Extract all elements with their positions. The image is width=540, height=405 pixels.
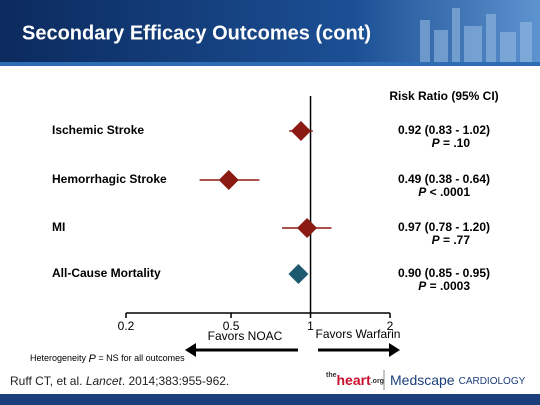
footer-bar	[0, 394, 540, 405]
slide-title: Secondary Efficacy Outcomes (cont)	[22, 22, 371, 44]
logo-section: CARDIOLOGY	[459, 376, 526, 387]
row-label: MI	[52, 220, 65, 234]
citation-authors: Ruff CT, et al.	[10, 374, 86, 388]
right-arrowhead	[389, 343, 400, 357]
left-arrowhead	[185, 343, 196, 357]
skyline	[420, 8, 532, 62]
x-tick-label: 0.2	[118, 319, 135, 333]
x-tick-label: 1	[307, 319, 314, 333]
x-tick-label: 2	[387, 319, 394, 333]
point-estimate	[288, 264, 309, 284]
header-bar	[0, 0, 540, 62]
estimate-label: 0.97 (0.78 - 1.20)	[398, 220, 490, 234]
right-arrow-label: Favors Warfarin	[316, 327, 401, 341]
citation: Ruff CT, et al. Lancet. 2014;383:955-962…	[10, 374, 229, 388]
p-value-label: P = .10	[432, 136, 471, 150]
p-value-label: P = .77	[432, 233, 471, 247]
footnote: Heterogeneity P = NS for all outcomes	[30, 353, 185, 365]
left-arrow-label: Favors NOAC	[208, 329, 283, 343]
point-estimate	[290, 121, 311, 141]
x-tick-label: 0.5	[223, 319, 240, 333]
row-label: Ischemic Stroke	[52, 123, 144, 137]
row-label: Hemorrhagic Stroke	[52, 172, 167, 186]
citation-ref: . 2014;383:955-962.	[122, 374, 229, 388]
estimate-label: 0.49 (0.38 - 0.64)	[398, 172, 490, 186]
column-header: Risk Ratio (95% CI)	[389, 89, 498, 103]
row-label: All-Cause Mortality	[52, 266, 161, 280]
logo-prefix: the	[326, 372, 337, 379]
citation-journal: Lancet	[86, 374, 123, 388]
point-estimate	[218, 170, 239, 190]
logo-brand: heart	[337, 372, 372, 388]
p-value-label: P = .0003	[418, 279, 470, 293]
logo-partner-name: Medscape	[390, 372, 455, 388]
point-estimate	[297, 218, 318, 238]
logo-suffix: .org	[371, 378, 384, 385]
logo-partner: Medscape CARDIOLOGY	[390, 372, 526, 388]
p-value-label: P < .0001	[418, 185, 470, 199]
estimate-label: 0.92 (0.83 - 1.02)	[398, 123, 490, 137]
logo-heart: theheart.org	[326, 372, 384, 388]
estimate-label: 0.90 (0.85 - 0.95)	[398, 266, 490, 280]
header-rule	[0, 62, 540, 66]
